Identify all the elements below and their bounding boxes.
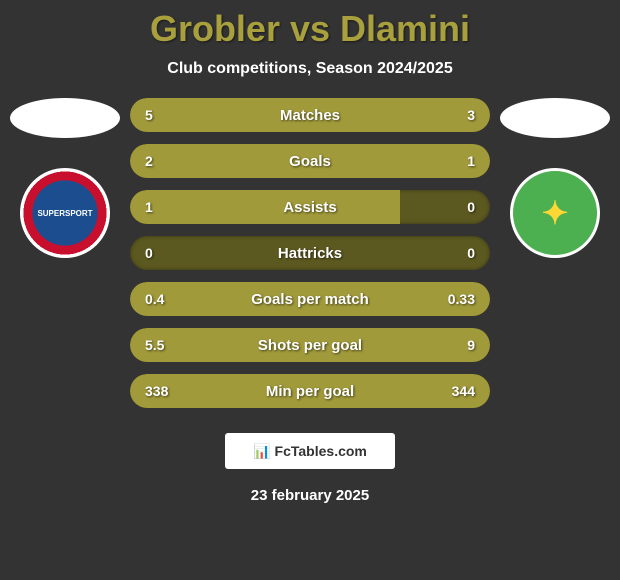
- stat-row: 0.4 Goals per match 0.33: [130, 282, 490, 316]
- stat-row: 338 Min per goal 344: [130, 374, 490, 408]
- stat-value-left: 2: [145, 153, 153, 169]
- stat-label: Hattricks: [278, 245, 342, 262]
- stat-value-left: 5.5: [145, 337, 164, 353]
- stat-value-right: 3: [467, 107, 475, 123]
- stat-label: Goals per match: [251, 291, 369, 308]
- stat-label: Shots per goal: [258, 337, 362, 354]
- player-right-column: ✦: [500, 98, 610, 258]
- stat-value-right: 0: [467, 245, 475, 261]
- bar-left: [130, 190, 400, 224]
- club-crest-right: ✦: [510, 168, 600, 258]
- crest-right-inner: ✦: [513, 171, 597, 255]
- stat-value-right: 0.33: [448, 291, 475, 307]
- stat-row: 1 Assists 0: [130, 190, 490, 224]
- subtitle: Club competitions, Season 2024/2025: [0, 60, 620, 78]
- chart-icon: 📊: [253, 443, 270, 460]
- arrows-icon: ✦: [542, 194, 569, 232]
- comparison-container: SUPERSPORT 5 Matches 3 2 Goals 1 1 Assists 0 0 Hat…: [0, 98, 620, 408]
- stat-label: Matches: [280, 107, 340, 124]
- stat-value-left: 5: [145, 107, 153, 123]
- stat-value-left: 0.4: [145, 291, 164, 307]
- stat-value-left: 338: [145, 383, 168, 399]
- stat-row: 2 Goals 1: [130, 144, 490, 178]
- stat-value-left: 0: [145, 245, 153, 261]
- bar-left: [130, 144, 368, 178]
- page-title: Grobler vs Dlamini: [0, 0, 620, 50]
- stat-value-right: 344: [452, 383, 475, 399]
- club-crest-left: SUPERSPORT: [20, 168, 110, 258]
- stat-label: Assists: [283, 199, 336, 216]
- stat-row: 5 Matches 3: [130, 98, 490, 132]
- player-left-column: SUPERSPORT: [10, 98, 120, 258]
- stat-row: 5.5 Shots per goal 9: [130, 328, 490, 362]
- stat-value-right: 1: [467, 153, 475, 169]
- stat-value-left: 1: [145, 199, 153, 215]
- stat-label: Min per goal: [266, 383, 354, 400]
- brand-logo: 📊 FcTables.com: [225, 433, 395, 469]
- player-right-avatar: [500, 98, 610, 138]
- player-left-avatar: [10, 98, 120, 138]
- stat-value-right: 0: [467, 199, 475, 215]
- stat-value-right: 9: [467, 337, 475, 353]
- date-label: 23 february 2025: [0, 487, 620, 504]
- crest-left-inner: SUPERSPORT: [40, 188, 90, 238]
- brand-text: FcTables.com: [275, 443, 367, 459]
- stat-label: Goals: [289, 153, 331, 170]
- stats-column: 5 Matches 3 2 Goals 1 1 Assists 0 0 Hattricks 0 0.4 G…: [130, 98, 490, 408]
- stat-row: 0 Hattricks 0: [130, 236, 490, 270]
